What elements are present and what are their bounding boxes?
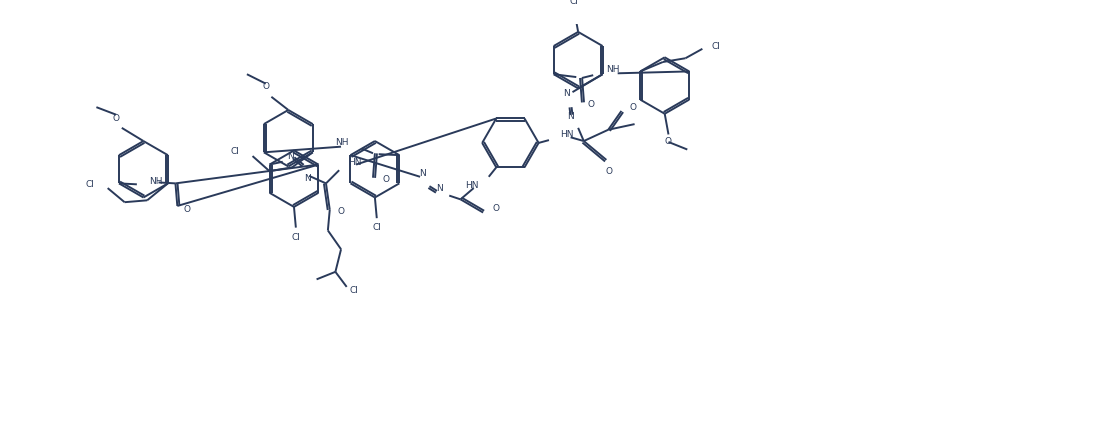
Text: Cl: Cl (292, 232, 301, 242)
Text: Cl: Cl (372, 223, 382, 232)
Text: HN: HN (561, 130, 574, 139)
Text: Cl: Cl (570, 0, 579, 6)
Text: O: O (183, 205, 190, 214)
Text: HN: HN (349, 158, 362, 167)
Text: O: O (588, 100, 595, 109)
Text: NH: NH (335, 138, 349, 147)
Text: Cl: Cl (712, 42, 721, 51)
Text: N: N (567, 112, 574, 121)
Text: O: O (113, 114, 120, 123)
Text: NH: NH (149, 177, 162, 186)
Text: N: N (437, 184, 443, 193)
Text: Cl: Cl (86, 180, 94, 189)
Text: N: N (304, 174, 310, 183)
Text: O: O (665, 137, 672, 146)
Text: N: N (419, 169, 427, 177)
Text: HN: HN (465, 181, 478, 190)
Text: O: O (338, 207, 344, 216)
Text: O: O (262, 82, 269, 91)
Text: N: N (564, 89, 570, 99)
Text: Cl: Cl (350, 286, 359, 295)
Text: O: O (383, 175, 389, 184)
Text: O: O (606, 167, 613, 176)
Text: Cl: Cl (230, 147, 239, 156)
Text: O: O (630, 102, 636, 112)
Text: O: O (493, 204, 500, 213)
Text: NH: NH (607, 65, 620, 74)
Text: N: N (286, 152, 294, 160)
